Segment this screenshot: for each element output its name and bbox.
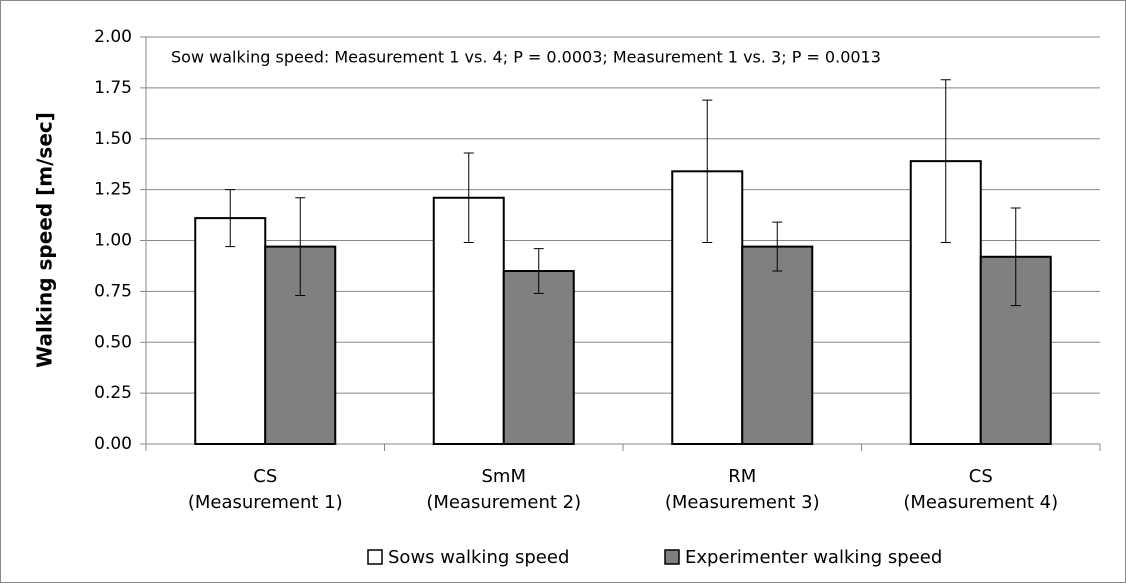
- x-tick-label: CS (Measurement 4): [903, 466, 1059, 513]
- error-bar: [940, 79, 951, 244]
- bar: [502, 270, 575, 445]
- error-bar: [533, 248, 544, 294]
- x-tick-label: CS (Measurement 1): [187, 466, 343, 513]
- y-tick-label: 2.00: [94, 27, 132, 47]
- error-bar: [463, 152, 474, 244]
- error-bar: [1010, 207, 1021, 307]
- annotation: Sow walking speed: Measurement 1 vs. 4; …: [171, 48, 881, 67]
- y-tick-label: 1.00: [94, 231, 132, 251]
- y-tick-label: 1.25: [94, 180, 132, 200]
- error-bar: [702, 99, 713, 244]
- legend-swatch: [664, 549, 680, 565]
- bar: [194, 217, 267, 445]
- x-tick-label: SmM (Measurement 2): [426, 466, 582, 513]
- y-tick-label: 0.25: [94, 383, 132, 403]
- y-tick-label: 1.75: [94, 78, 132, 98]
- x-tick-label: RM (Measurement 3): [664, 466, 820, 513]
- error-bar: [225, 189, 236, 248]
- y-tick-label: 0.50: [94, 332, 132, 352]
- y-tick-label: 1.50: [94, 129, 132, 149]
- legend-label: Experimenter walking speed: [685, 547, 942, 568]
- y-tick-label: 0.00: [94, 434, 132, 454]
- error-bar: [772, 221, 783, 272]
- bar: [741, 245, 814, 445]
- y-tick-label: 0.75: [94, 281, 132, 301]
- y-axis-label: Walking speed [m/sec]: [33, 112, 57, 368]
- error-bar: [295, 197, 306, 296]
- legend-label: Sows walking speed: [388, 547, 569, 568]
- legend-swatch: [367, 549, 383, 565]
